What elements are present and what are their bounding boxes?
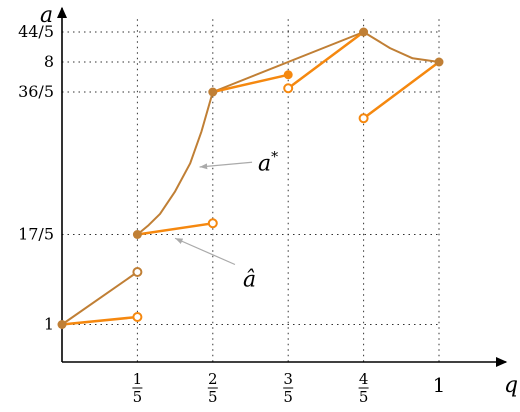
annotation-label-a_hat: â [243,268,256,293]
a_hat-open-point-2 [283,83,294,94]
a_hat-segment-2 [211,73,290,94]
series-lines [60,30,441,326]
x-tick-label-4: 1 [433,373,446,397]
a_hat-open-point-1 [207,218,218,229]
x-tick-label-1: 25 [207,370,218,406]
y-tick-label-2: 36/5 [18,82,54,101]
y-axis-label: a [40,3,53,28]
x-tick-label-2: 35 [283,370,294,406]
a_hat-segment-0 [60,315,139,326]
a_star-filled-point-3 [359,27,369,37]
a_star-filled-point-2 [208,87,218,97]
x-tick-numerator: 4 [359,370,369,388]
a_hat-open-point-3 [358,113,369,124]
a_star-segment-3 [362,31,440,63]
annotation-label-sup: * [271,149,278,165]
a_star-open-point-0 [132,267,143,277]
y-tick-label-3: 8 [44,52,54,71]
a_star-filled-point-4 [434,57,444,67]
x-tick-numerator: 3 [283,370,293,388]
y-tick-label-4: 44/5 [18,22,54,41]
x-tick-label-0: 15 [132,370,143,406]
x-tick-label-3: 45 [358,370,369,406]
a_star-filled-point-0 [57,320,67,329]
x-tick-denominator: 5 [133,388,143,406]
a_hat-segment-1 [136,222,215,236]
series-points [57,27,444,329]
x-tick-denominator: 5 [208,388,218,406]
y-tick-label-0: 1 [44,315,54,334]
a_hat-segment-4 [362,60,441,120]
a_star-segment-1 [136,91,214,236]
gridlines [62,19,440,362]
x-tick-numerator: 2 [208,370,218,388]
x-axis-label: q [504,373,518,398]
a_star-filled-point-1 [132,230,142,239]
a_star-segment-0 [61,271,139,326]
y-tick-label-1: 17/5 [18,225,54,244]
a_star-segment-2 [211,31,365,93]
annotation-label-base: a [258,151,271,176]
x-tick-denominator: 5 [359,388,369,406]
a_hat-segment-3 [286,30,365,90]
a_hat-open-point-0 [132,312,143,322]
annotation-arrow-a_star [199,161,253,170]
annotation-label-a_star: a* [258,149,278,176]
x-tick-numerator: 1 [133,370,143,388]
annotations: a* â [174,149,278,293]
annotation-arrow-a_hat [174,237,236,266]
x-tick-denominator: 5 [283,388,293,406]
axes [56,6,508,368]
a_hat-filled-point-0 [283,70,293,80]
